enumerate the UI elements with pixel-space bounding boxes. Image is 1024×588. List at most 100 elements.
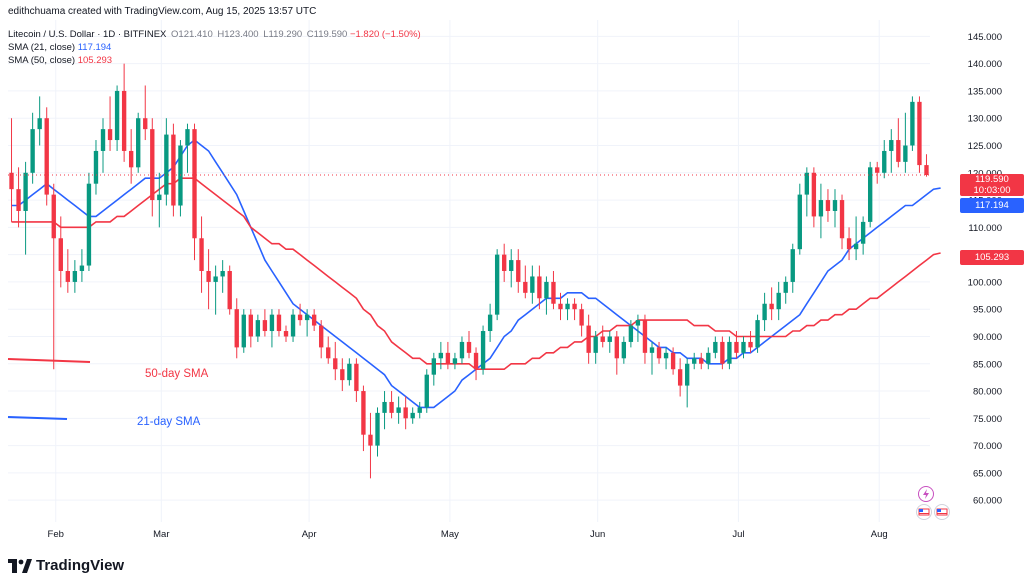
- candle: [670, 347, 676, 375]
- candle-body: [734, 341, 739, 353]
- candle: [431, 352, 436, 386]
- candle: [403, 396, 408, 430]
- candle: [9, 118, 14, 222]
- candle: [783, 276, 788, 304]
- candle-body: [241, 314, 246, 348]
- us-flag-event-icon[interactable]: [916, 504, 932, 520]
- candle-body: [319, 325, 324, 348]
- candle-body: [530, 276, 535, 293]
- candle-body: [494, 254, 500, 315]
- candle: [368, 412, 373, 479]
- candle-body: [452, 358, 458, 364]
- candle: [769, 287, 774, 321]
- candle: [853, 216, 859, 261]
- candle-body: [466, 341, 472, 353]
- y-tick-label: 60.000: [973, 496, 1002, 507]
- candle: [649, 341, 655, 375]
- candle-body: [790, 249, 795, 282]
- candle-body: [311, 314, 317, 326]
- y-tick-label: 85.000: [973, 359, 1002, 370]
- x-tick-label: Jul: [732, 529, 744, 540]
- close-value: C119.590: [306, 29, 348, 40]
- candle-body: [361, 391, 366, 435]
- candle: [86, 172, 92, 271]
- candle: [494, 249, 500, 321]
- candle: [192, 123, 197, 261]
- candle-body: [853, 243, 859, 250]
- candle: [656, 341, 662, 364]
- candle: [502, 243, 507, 282]
- candle-body: [523, 281, 528, 293]
- candle-body: [403, 407, 408, 419]
- candle: [889, 129, 894, 173]
- candle-body: [389, 401, 394, 413]
- candle: [600, 325, 605, 348]
- grid-lines: [8, 20, 930, 522]
- candle: [150, 118, 155, 217]
- candle-body: [825, 200, 831, 211]
- candle-body: [269, 314, 275, 332]
- candle: [375, 407, 380, 457]
- candle: [340, 358, 345, 392]
- candle: [157, 172, 162, 228]
- candle-body: [234, 309, 239, 348]
- candle-body: [65, 271, 71, 282]
- legend-sma21-row[interactable]: SMA (21, close) 117.194: [8, 41, 421, 54]
- candle-body: [776, 292, 781, 310]
- candle: [804, 167, 810, 217]
- us-flag-event-icon-2[interactable]: [934, 504, 950, 520]
- y-tick-label: 130.000: [968, 114, 1002, 125]
- candle: [417, 401, 422, 419]
- candle: [924, 154, 929, 177]
- candle: [128, 129, 134, 184]
- sma21-annotation-stub: [7, 416, 68, 420]
- candle-body: [572, 303, 577, 310]
- candle: [882, 140, 887, 179]
- candle: [382, 391, 387, 430]
- candle-body: [628, 325, 634, 342]
- candle-body: [340, 369, 345, 381]
- candle-body: [44, 118, 49, 195]
- candle-body: [417, 407, 422, 413]
- candle: [44, 107, 49, 206]
- candle-body: [290, 314, 296, 337]
- candle: [459, 336, 465, 364]
- x-axis: Feb Mar Apr May Jun Jul Aug: [48, 529, 888, 540]
- candle-body: [255, 320, 261, 337]
- candle-body: [896, 140, 901, 162]
- symbol-label[interactable]: Litecoin / U.S. Dollar · 1D · BITFINEX: [8, 29, 167, 40]
- candle: [290, 309, 296, 342]
- candle-body: [107, 129, 113, 141]
- candle-body: [537, 276, 542, 299]
- candle: [713, 336, 718, 359]
- candle-body: [79, 265, 85, 271]
- candle: [839, 194, 845, 250]
- candle: [23, 161, 28, 255]
- candle-body: [368, 434, 373, 446]
- candle-body: [867, 167, 873, 222]
- last-price-badge: 119.590 10:03:00: [960, 174, 1024, 196]
- candle-body: [748, 341, 753, 348]
- candle: [516, 249, 521, 293]
- candle-body: [607, 336, 612, 342]
- y-tick-label: 80.000: [973, 387, 1002, 398]
- sma50-price-badge: 105.293: [960, 250, 1024, 265]
- candle: [206, 249, 211, 310]
- candle: [220, 260, 225, 293]
- y-axis: 60.000 65.000 70.000 75.000 80.000 85.000 90.0…: [968, 32, 1002, 507]
- tradingview-logo[interactable]: TradingView: [8, 557, 124, 574]
- sma50-label: SMA (50, close): [8, 55, 76, 66]
- candle: [438, 341, 444, 370]
- event-lightning-icon[interactable]: [918, 486, 934, 502]
- legend: Litecoin / U.S. Dollar · 1D · BITFINEX O…: [8, 28, 421, 67]
- candle: [832, 189, 838, 228]
- candle-body: [37, 118, 42, 130]
- candle: [917, 96, 922, 173]
- legend-sma50-row[interactable]: SMA (50, close) 105.293: [8, 54, 421, 67]
- candle: [143, 85, 148, 141]
- candle-body: [917, 101, 922, 166]
- candle: [727, 336, 732, 370]
- candle: [903, 112, 908, 173]
- candle: [452, 352, 458, 370]
